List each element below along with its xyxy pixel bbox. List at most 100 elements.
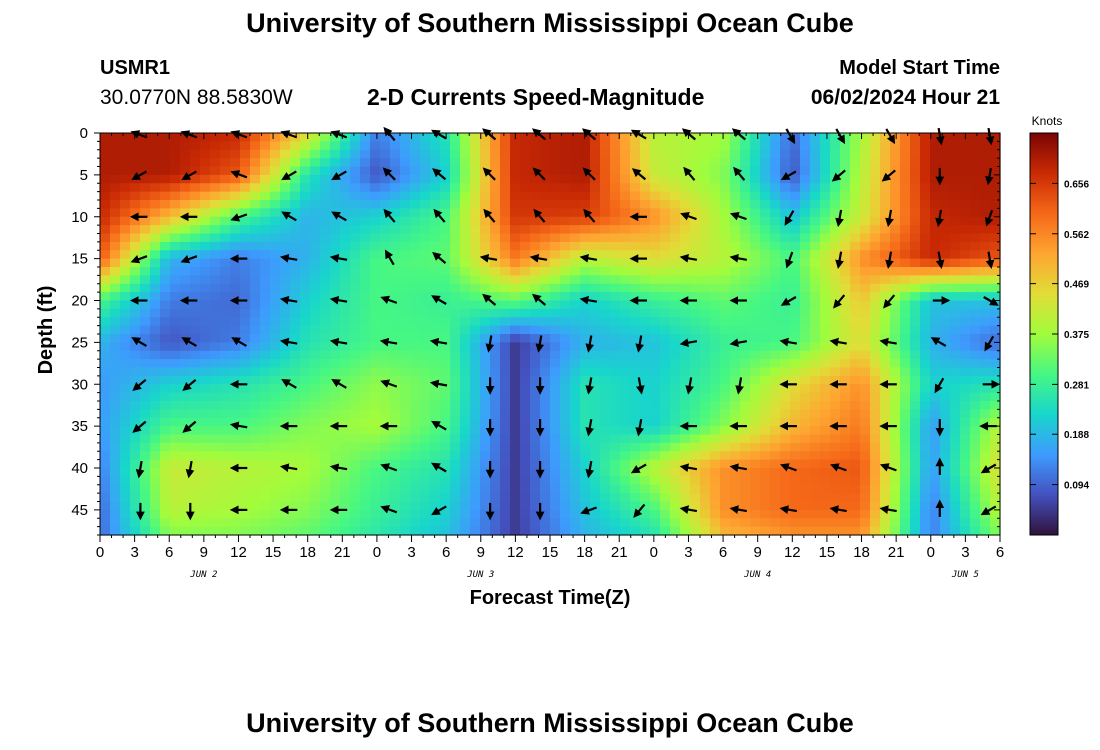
heat-cell [460,183,471,193]
heat-cell [340,417,351,427]
heat-cell [350,417,361,427]
heat-cell [690,166,701,176]
heat-cell [970,442,981,452]
heat-cell [310,317,321,327]
heat-cell [960,267,971,276]
heat-cell [340,451,351,461]
heat-cell [810,359,821,369]
heat-cell [650,434,661,444]
heat-cell [500,292,511,302]
heat-cell [430,141,441,151]
heat-cell [750,518,761,528]
heat-cell [570,476,581,486]
heat-cell [880,409,891,419]
heat-cell [950,334,961,343]
heat-cell [990,225,1001,235]
heat-cell [500,493,511,503]
heat-cell [860,392,871,402]
heat-cell [660,225,671,235]
heat-cell [100,283,111,293]
heat-cell [850,216,861,226]
heat-cell [520,149,531,159]
heat-cell [510,308,521,318]
heat-cell [960,526,971,536]
heat-cell [350,208,361,218]
heat-cell [590,451,601,461]
heat-cell [940,216,951,226]
heat-cell [460,308,471,318]
heat-cell [170,392,181,402]
heat-cell [310,518,321,528]
current-vector-arrow [182,420,197,433]
heat-cell [930,468,941,477]
heat-cell [170,375,181,385]
heat-cell [990,493,1001,503]
heat-cell [480,501,491,511]
heat-cell [630,200,641,209]
heat-cell [480,518,491,528]
heat-cell [500,375,511,385]
heat-cell [300,267,311,276]
heat-cell [800,493,811,503]
heat-cell [220,384,231,394]
heat-cell [430,200,441,209]
heat-cell [200,292,211,302]
heat-cell [790,468,801,477]
heat-cell [710,158,721,168]
heat-cell [820,518,831,528]
heat-cell [940,459,951,469]
colorbar-tick-label: 0.562 [1064,230,1089,241]
heat-cell [720,317,731,327]
heat-cell [220,141,231,151]
heat-cell [790,375,801,385]
heat-cell [200,158,211,168]
heat-cell [910,375,921,385]
heat-cell [790,141,801,151]
heat-cell [430,191,441,201]
heat-cell [910,334,921,343]
heat-cell [420,459,431,469]
heat-cell [720,526,731,536]
heat-cell [170,325,181,335]
heat-cell [930,191,941,201]
heat-cell [370,484,381,494]
heat-cell [610,342,621,352]
heat-cell [150,325,161,335]
heat-cell [810,250,821,260]
heat-cell [440,300,451,310]
heat-cell [920,308,931,318]
heat-cell [400,392,411,402]
heat-cell [220,225,231,235]
heat-cell [870,401,881,410]
heat-cell [970,409,981,419]
heat-cell [970,308,981,318]
heat-cell [390,300,401,310]
heat-cell [370,509,381,519]
heat-cell [520,476,531,486]
heat-cell [760,367,771,377]
heat-cell [840,233,851,243]
heat-cell [940,225,951,235]
heat-cell [900,476,911,486]
heat-cell [220,426,231,436]
heat-cell [530,459,541,469]
heat-cell [210,225,221,235]
heat-cell [220,300,231,310]
heat-cell [440,409,451,419]
heat-cell [450,149,461,159]
heat-cell [700,283,711,293]
heat-cell [740,174,751,184]
heat-cell [620,258,631,268]
heat-cell [220,442,231,452]
heat-cell [270,250,281,260]
heat-cell [680,141,691,151]
heat-cell [440,141,451,151]
heat-cell [500,225,511,235]
heat-cell [890,459,901,469]
heat-cell [930,359,941,369]
heat-cell [220,275,231,285]
heat-cell [780,241,791,251]
heat-cell [750,451,761,461]
heat-cell [840,141,851,151]
